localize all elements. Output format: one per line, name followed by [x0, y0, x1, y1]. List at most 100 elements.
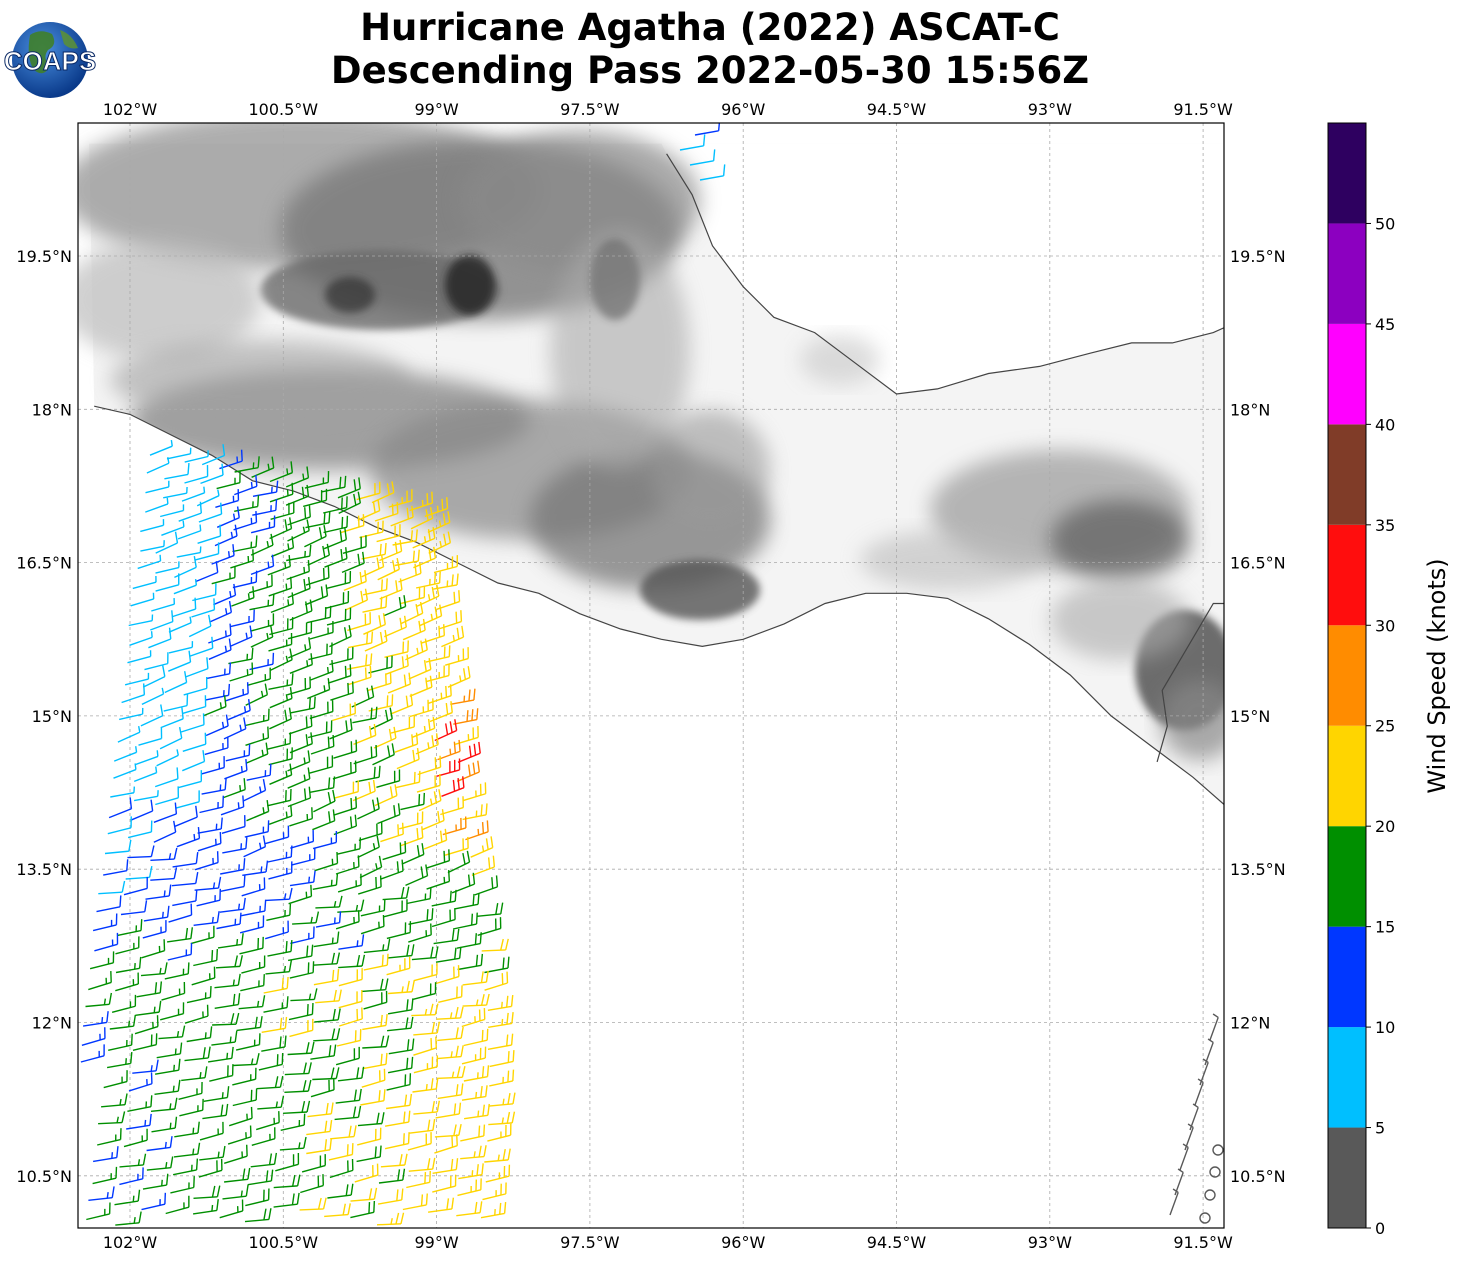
wind-barb [153, 820, 177, 843]
wind-barb [388, 1038, 415, 1055]
colorbar-bin [1328, 524, 1366, 626]
wind-barb [358, 822, 383, 842]
wind-barb [129, 631, 153, 646]
wind-barb [193, 911, 220, 926]
wind-barb [215, 955, 243, 969]
lat-tick-label: 18°N [1230, 400, 1270, 419]
wind-barb [363, 953, 389, 971]
wind-barb [333, 796, 358, 816]
wind-barb [142, 920, 167, 939]
title-line-2: Descending Pass 2022-05-30 15:56Z [331, 49, 1089, 92]
lon-tick-label: 97.5°W [560, 1233, 620, 1252]
colorbar-bin [1328, 223, 1366, 324]
country-border [1156, 602, 1224, 763]
colorbar-bin [1328, 424, 1366, 525]
wind-barb [186, 986, 212, 1004]
wind-barb [167, 943, 193, 961]
wind-barb [135, 1000, 162, 1016]
wind-barb [242, 860, 269, 876]
wind-barb [388, 980, 415, 995]
wind-barb [176, 826, 201, 848]
wind-barb [314, 851, 339, 872]
wind-barb [462, 782, 487, 802]
wind-barb [413, 1055, 439, 1074]
wind-barb [81, 1027, 106, 1046]
terrain-blob [260, 250, 500, 330]
wind-barb [88, 971, 112, 991]
colorbar-tick-label: 45 [1375, 315, 1395, 334]
wind-barb [184, 1004, 209, 1024]
wind-barb [338, 968, 363, 987]
wind-barb [92, 913, 118, 932]
wind-barb [239, 936, 264, 955]
axis-ticks: 102°W 102°W 100.5°W 100.5°W 99°W 99°W 97.5°W 97… [16, 100, 1285, 1252]
coaps-logo: COAPS [3, 22, 97, 98]
wind-barb [232, 535, 258, 553]
wind-barb [456, 760, 481, 782]
lon-tick-label: 100.5°W [248, 1233, 318, 1252]
wind-barb [461, 1046, 487, 1065]
wind-barb [174, 556, 197, 579]
wind-barb [291, 847, 316, 866]
wind-barb [437, 1083, 464, 1100]
wind-barb [228, 1106, 253, 1127]
terrain-blob [650, 410, 770, 530]
wind-barb [92, 1146, 119, 1163]
wind-barb [126, 1113, 152, 1130]
wind-barb [356, 1145, 382, 1163]
wind-barb [232, 570, 258, 589]
wind-barb [197, 832, 222, 852]
wind-barb [470, 836, 494, 858]
wind-barb [362, 595, 388, 613]
wind-barb [174, 805, 198, 827]
wind-barb [458, 1163, 484, 1180]
wind-barb [227, 1125, 252, 1145]
wind-barb [460, 1124, 486, 1142]
wind-barb [107, 816, 132, 835]
wind-barb [315, 895, 343, 909]
title-line-1: Hurricane Agatha (2022) ASCAT-C [360, 6, 1060, 49]
terrain-blob [800, 335, 880, 385]
lat-tick-label: 13.5°N [1230, 860, 1286, 879]
wind-barb [323, 496, 348, 514]
wind-barb [267, 845, 293, 863]
wind-barb [183, 676, 208, 696]
wind-barb [450, 688, 476, 705]
wind-barb [158, 1025, 186, 1040]
wind-barb [123, 877, 148, 896]
wind-barb [315, 989, 342, 1004]
wind-barb [431, 908, 456, 928]
colorbar-bin [1328, 926, 1366, 1028]
wind-barb [124, 672, 150, 686]
wind-barb [267, 554, 291, 576]
lon-tick-label: 91.5°W [1173, 1233, 1233, 1252]
wind-barb [230, 609, 255, 628]
wind-barb [310, 1078, 335, 1098]
colorbar-tick-label: 20 [1375, 817, 1395, 836]
wind-barb [103, 859, 129, 876]
wind-barb [426, 849, 451, 869]
wind-barb [208, 638, 232, 660]
lon-tick-label: 99°W [415, 100, 459, 119]
wind-barb [312, 1067, 340, 1081]
wind-barb [154, 1079, 181, 1095]
wind-barb [409, 675, 433, 697]
wind-barb [224, 759, 248, 780]
wind-barb [309, 621, 334, 640]
wind-barb [138, 727, 163, 746]
wind-barb [284, 1062, 312, 1076]
wind-barb [335, 910, 360, 930]
wind-barb [216, 506, 240, 528]
wind-barb [164, 962, 190, 980]
wind-barb [361, 978, 389, 993]
wind-barb [431, 889, 457, 907]
wind-barb [268, 576, 293, 597]
lon-tick-label: 97.5°W [560, 100, 620, 119]
terrain-blob [550, 230, 690, 470]
wind-barb [246, 667, 271, 687]
wind-barb [434, 719, 458, 742]
wind-barb [211, 1030, 238, 1046]
wind-barb [203, 695, 227, 717]
wind-barb [405, 864, 429, 887]
wind-barb [363, 938, 391, 954]
